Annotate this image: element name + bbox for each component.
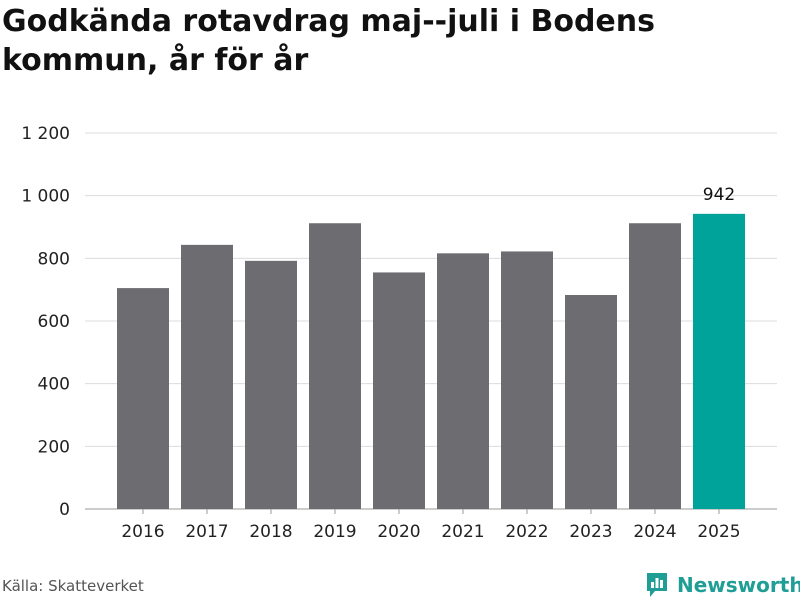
x-tick-label: 2016	[121, 522, 164, 542]
brand-logo: Newsworthy	[645, 570, 800, 600]
x-tick-label: 2018	[249, 522, 292, 542]
x-tick-label: 2020	[377, 522, 420, 542]
x-tick-label: 2025	[697, 522, 740, 542]
bar-2025	[693, 213, 745, 509]
bar-2021	[437, 253, 489, 509]
bar-2017	[181, 244, 233, 510]
bar-2019	[309, 223, 361, 510]
bar-2016	[117, 288, 169, 509]
y-tick-label: 600	[38, 312, 70, 332]
bar-2024	[629, 223, 681, 510]
y-tick-label: 1 000	[21, 187, 70, 207]
x-tick-label: 2024	[633, 522, 676, 542]
y-axis-ticks: 0 200 400 600 800 1 000 1 200	[21, 124, 70, 520]
data-label: 942	[703, 185, 735, 205]
chart-title: Godkända rotavdrag maj--juli i Bodens ko…	[2, 4, 655, 78]
data-labels: 942	[703, 185, 735, 205]
y-tick-label: 400	[38, 375, 70, 395]
bar-2023	[565, 294, 617, 509]
x-tick-label: 2019	[313, 522, 356, 542]
x-tick-label: 2022	[505, 522, 548, 542]
bar-2022	[501, 251, 553, 509]
x-tick-label: 2023	[569, 522, 612, 542]
newsworthy-logo-icon	[647, 573, 667, 597]
bar-chart: 0 200 400 600 800 1 000 1 200 2016 2017 2018 2019…	[21, 124, 777, 542]
bar-2018	[245, 260, 297, 509]
y-tick-label: 800	[38, 249, 70, 269]
y-tick-label: 200	[38, 437, 70, 457]
bar-2020	[373, 272, 425, 509]
y-tick-label: 0	[59, 500, 70, 520]
y-tick-label: 1 200	[21, 124, 70, 144]
source-note: Källa: Skatteverket	[2, 577, 144, 595]
x-tick-label: 2017	[185, 522, 228, 542]
brand-name: Newsworthy	[677, 573, 800, 597]
x-tick-label: 2021	[441, 522, 484, 542]
x-axis-ticks: 2016 2017 2018 2019 2020 2021 2022 2023 2024 2025	[121, 509, 741, 542]
bars	[117, 213, 745, 510]
